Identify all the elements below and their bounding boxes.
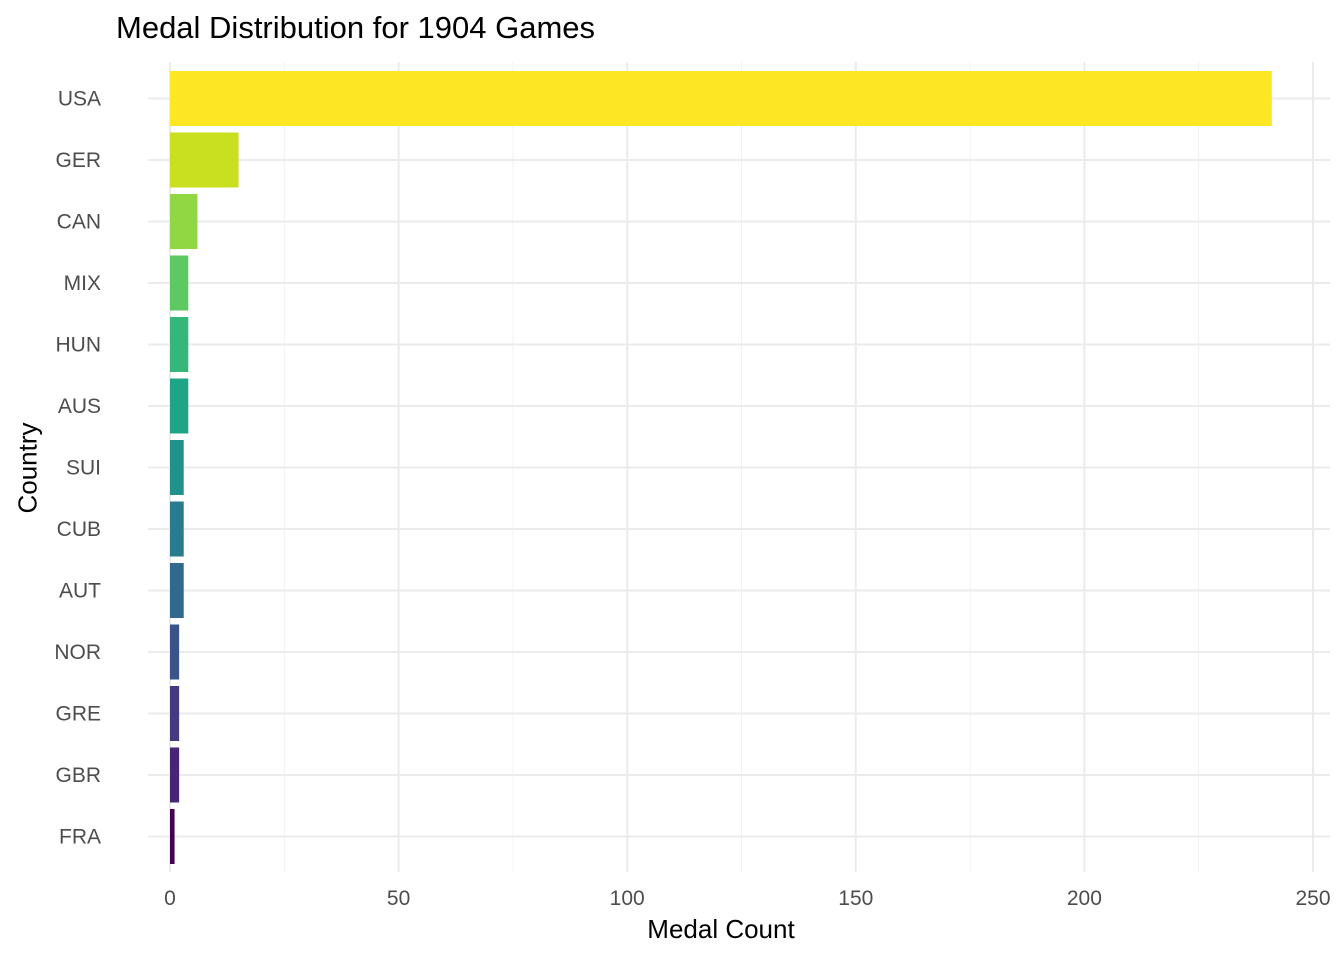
x-axis-title: Medal Count <box>647 914 795 944</box>
x-tick-label: 250 <box>1295 887 1330 910</box>
y-tick-label: MIX <box>64 272 101 295</box>
y-tick-label: AUS <box>58 395 101 418</box>
bar-usa <box>170 71 1272 126</box>
bar-cub <box>170 501 184 557</box>
bar-gbr <box>170 747 180 803</box>
bar-gre <box>170 686 180 741</box>
y-tick-label: SUI <box>66 457 101 480</box>
y-tick-label: AUT <box>59 580 101 603</box>
x-tick-label: 50 <box>387 887 410 910</box>
bar-can <box>170 194 198 249</box>
y-tick-label: GER <box>55 149 101 172</box>
y-tick-label: CAN <box>57 211 101 234</box>
y-tick-label: HUN <box>56 334 102 357</box>
x-tick-label: 0 <box>164 887 176 910</box>
x-tick-label: 150 <box>838 887 873 910</box>
y-tick-label: GBR <box>55 764 101 787</box>
bar-aut <box>170 563 184 618</box>
chart-title: Medal Distribution for 1904 Games <box>116 10 596 45</box>
y-axis-title: Country <box>12 422 43 514</box>
bar-sui <box>170 440 184 495</box>
bar-mix <box>170 255 189 311</box>
bar-nor <box>170 624 180 680</box>
bar-ger <box>170 132 239 188</box>
bar-aus <box>170 378 189 434</box>
bar-hun <box>170 317 189 372</box>
x-tick-label: 200 <box>1067 887 1102 910</box>
y-tick-label: CUB <box>57 518 101 541</box>
y-tick-label: USA <box>58 88 101 111</box>
y-tick-label: NOR <box>54 641 101 664</box>
bar-fra <box>170 809 175 864</box>
y-tick-label: FRA <box>59 826 101 849</box>
x-tick-label: 100 <box>610 887 645 910</box>
y-tick-label: GRE <box>55 703 101 726</box>
